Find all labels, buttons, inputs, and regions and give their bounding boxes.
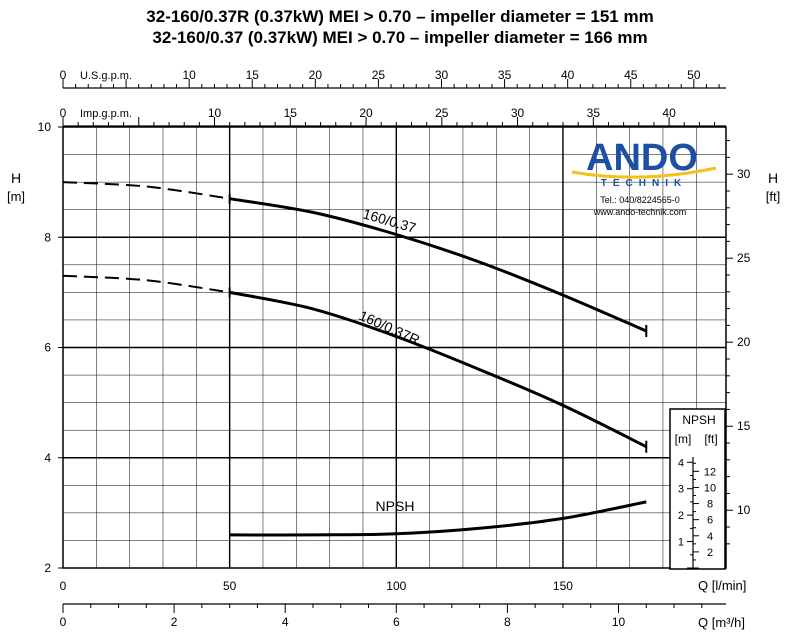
usgpm-tick-label: 50 [687,68,701,82]
usgpm-tick-label: 20 [309,68,323,82]
y-left-label-h: H [11,170,21,186]
npsh-m-tick-label: 1 [678,537,684,549]
usgpm-tick-label: 35 [498,68,512,82]
m3h-tick-label: 0 [60,615,67,629]
m3h-tick-label: 8 [504,615,511,629]
npsh-ft-tick-label: 8 [707,499,713,511]
m3h-tick-label: 10 [612,615,626,629]
y-left-tick-label: 8 [44,230,51,244]
npsh-m-tick-label: 2 [678,510,684,522]
y-right-tick-label: 10 [737,503,751,517]
y-right-tick-label: 25 [737,251,751,265]
series-label-160-037r: 160/0.37R [357,307,423,348]
series-160-0-37-line [229,197,647,333]
y-right-tick-label: 15 [737,419,751,433]
x-label-lmin: Q [l/min] [698,578,746,593]
npsh-ft-tick-label: 10 [704,482,716,494]
y-left-label-unit: [m] [7,189,25,204]
m3h-tick-label: 4 [282,615,289,629]
x-lmin-tick-label: 150 [553,579,573,593]
x-lmin-tick-label: 100 [386,579,406,593]
y-left-tick-label: 6 [44,341,51,355]
logo-web: www.ando-technik.com [593,207,687,217]
usgpm-tick-label: 40 [561,68,575,82]
chart-title-line-1: 32-160/0.37R (0.37kW) MEI > 0.70 – impel… [146,7,654,26]
y-left-tick-label: 10 [38,120,52,134]
ando-technik-logo: ANDO TECHNIK Tel.: 040/8224565-0 www.and… [571,137,717,217]
chart-title-line-2: 32-160/0.37 (0.37kW) MEI > 0.70 – impell… [152,28,648,47]
series-label-npsh: NPSH [376,498,415,514]
usgpm-tick-label: 30 [435,68,449,82]
npsh-ft-tick-label: 2 [707,547,713,559]
usgpm-tick-label: 15 [246,68,260,82]
impgpm-tick-label: 10 [208,106,222,120]
usgpm-tick-label: 25 [372,68,386,82]
npsh-box-frame [669,408,726,570]
logo-phone: Tel.: 040/8224565-0 [600,195,680,205]
npsh-ft-tick-label: 6 [707,515,713,527]
impgpm-tick-label: 0 [60,106,67,120]
m3h-tick-label: 6 [393,615,400,629]
y-left-tick-label: 2 [44,561,51,575]
impgpm-tick-label: 30 [511,106,525,120]
usgpm-tick-label: 0 [60,68,67,82]
series-160-0-37-dashed-line [62,181,230,200]
usgpm-label: U.S.g.p.m. [80,70,132,82]
npsh-unit-ft: [ft] [704,432,717,446]
series-160-0-37r-line [229,290,647,449]
impgpm-label: Imp.g.p.m. [80,108,132,120]
usgpm-tick-label: 10 [182,68,196,82]
npsh-ft-tick-label: 12 [704,466,716,478]
logo-swoosh [571,166,717,179]
x-lmin-tick-label: 0 [60,579,67,593]
logo-brand: ANDO [586,137,698,179]
series-npsh-line [229,500,647,537]
npsh-box-title: NPSH [682,413,715,427]
impgpm-tick-label: 35 [587,106,601,120]
npsh-m-tick-label: 4 [678,457,684,469]
y-right-tick-label: 20 [737,335,751,349]
y-right-tick-label: 30 [737,167,751,181]
logo-sub: TECHNIK [601,178,687,189]
npsh-ft-tick-label: 4 [707,531,713,543]
usgpm-tick-label: 45 [624,68,638,82]
impgpm-tick-label: 25 [435,106,449,120]
y-left-tick-label: 4 [44,451,51,465]
x-lmin-tick-label: 50 [223,579,237,593]
impgpm-tick-label: 15 [284,106,298,120]
y-right-label-unit: [ft] [766,189,780,204]
npsh-m-tick-label: 3 [678,484,684,496]
y-right-label-h: H [768,170,778,186]
x-label-m3h: Q [m³/h] [698,615,745,630]
series-160-0-37r-dashed-line [62,274,230,294]
impgpm-tick-label: 20 [359,106,373,120]
impgpm-tick-label: 40 [662,106,676,120]
npsh-unit-m: [m] [675,432,692,446]
m3h-tick-label: 2 [171,615,178,629]
